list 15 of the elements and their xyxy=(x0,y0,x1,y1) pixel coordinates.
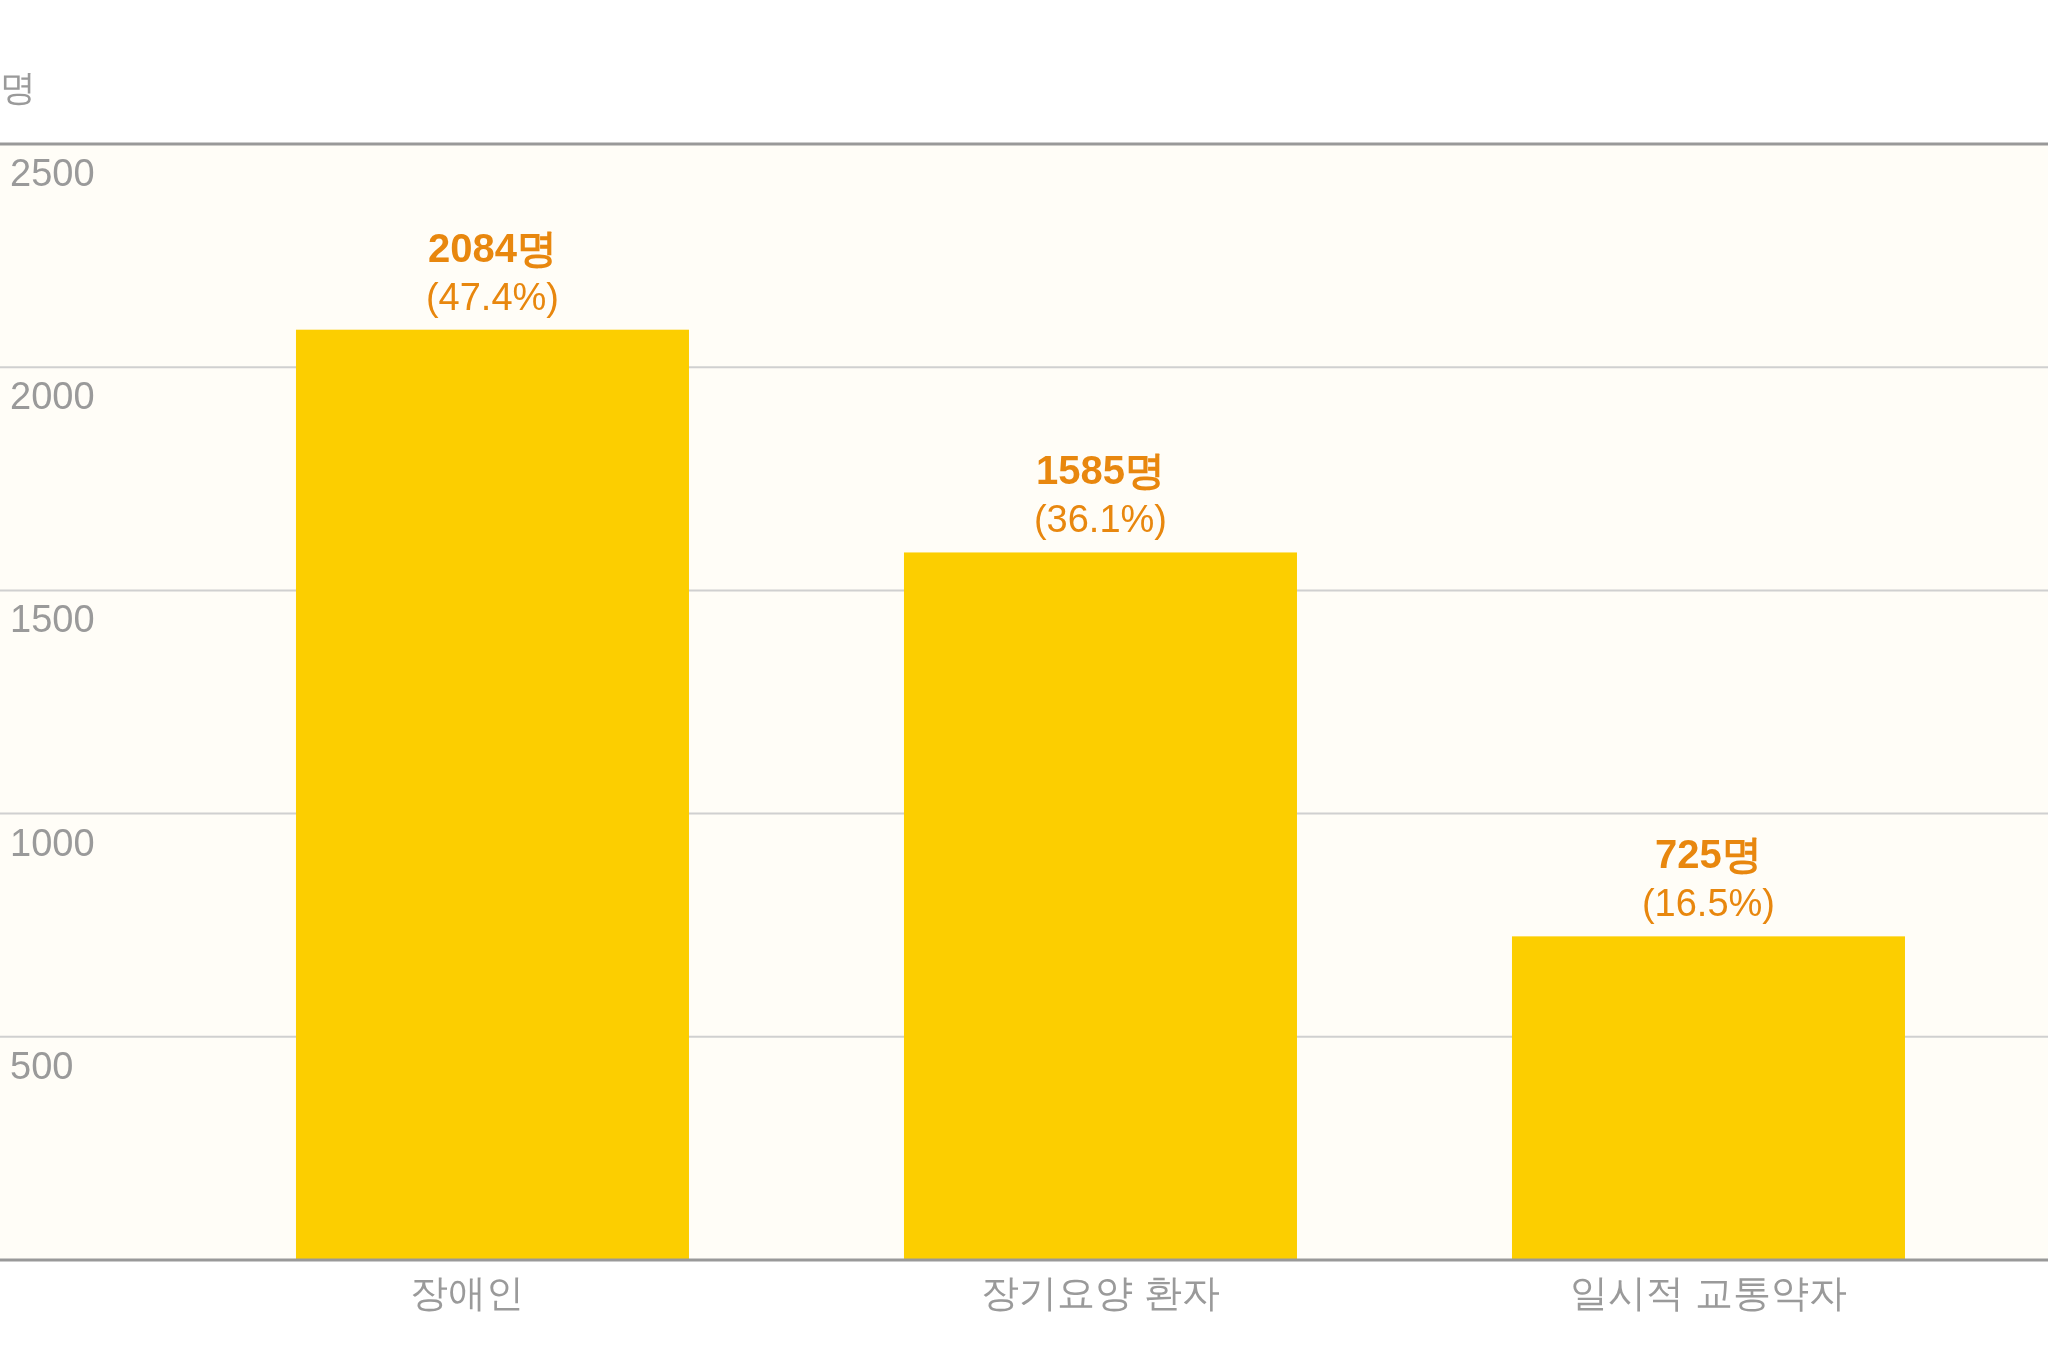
y-tick-label: 2500 xyxy=(10,152,95,194)
annotation: (16.5%) xyxy=(1641,882,1776,925)
y-tick-label: 2000 xyxy=(10,375,95,418)
y-tick-label: 500 xyxy=(10,1044,74,1087)
y-axis-title: 명 xyxy=(0,67,36,108)
annotation: (47.4%) xyxy=(425,275,560,318)
data-label: 725명 xyxy=(1655,832,1762,877)
x-tick-label: 장기요양 환자 xyxy=(981,1272,1220,1314)
annotation: (36.1%) xyxy=(1033,498,1168,541)
x-tick-label: 일시적 교통약자 xyxy=(1570,1272,1847,1314)
data-label: 1585명 xyxy=(1035,448,1165,493)
data-label: 2084명 xyxy=(427,225,557,270)
x-tick-label: 장애인 xyxy=(410,1272,525,1314)
y-tick-label: 1500 xyxy=(10,598,95,641)
y-tick-label: 1000 xyxy=(10,821,95,864)
